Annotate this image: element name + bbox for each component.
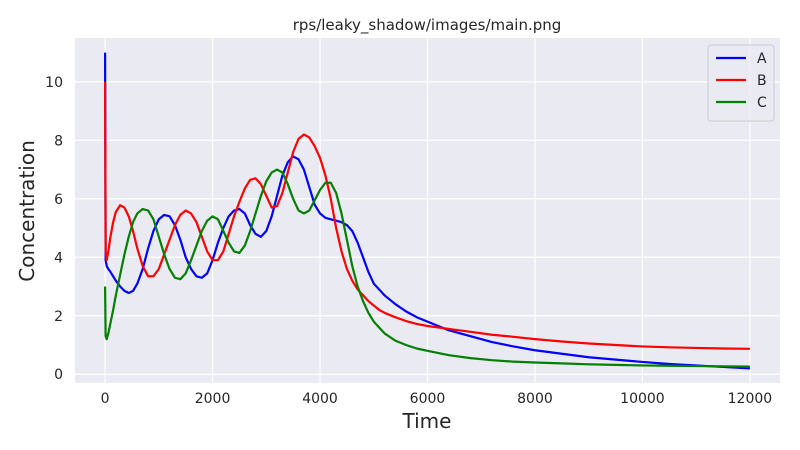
series-line-A (103, 52, 750, 370)
x-tick-label: 0 (101, 391, 110, 407)
legend-label-C: C (757, 95, 767, 111)
x-tick-label: 10000 (620, 391, 665, 407)
legend-label-B: B (757, 73, 767, 89)
chart-title: rps/leaky_shadow/images/main.png (293, 16, 562, 35)
y-tick-label: 4 (54, 250, 63, 266)
x-tick-label: 6000 (410, 391, 446, 407)
series-line-C (103, 168, 750, 368)
grid-lines (75, 38, 780, 383)
x-axis-ticks: 0 2000 4000 6000 8000 10000 12000 (101, 391, 773, 407)
y-tick-label: 0 (54, 367, 63, 383)
series-layer (103, 52, 750, 370)
x-tick-label: 4000 (302, 391, 338, 407)
x-tick-label: 12000 (728, 391, 773, 407)
x-tick-label: 8000 (517, 391, 553, 407)
y-axis-ticks: 0 2 4 6 8 10 (45, 75, 63, 383)
y-tick-label: 2 (54, 309, 63, 325)
series-line-B (103, 81, 750, 350)
legend-label-A: A (757, 51, 767, 67)
x-axis-title: Time (402, 409, 452, 433)
legend: ABC (707, 44, 775, 122)
y-tick-label: 10 (45, 75, 63, 91)
y-tick-label: 6 (54, 192, 63, 208)
x-tick-label: 2000 (195, 391, 231, 407)
y-axis-title: Concentration (15, 140, 39, 281)
y-tick-label: 8 (54, 133, 63, 149)
